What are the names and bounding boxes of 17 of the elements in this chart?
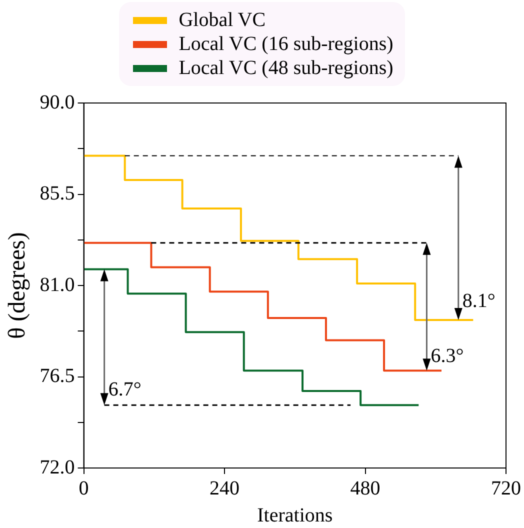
y-tick-label: 76.5	[40, 365, 75, 387]
x-tick-label: 0	[78, 477, 89, 500]
legend-label: Local VC (48 sub-regions)	[178, 56, 394, 80]
legend-label: Local VC (16 sub-regions)	[178, 32, 394, 56]
y-tick-label: 85.5	[40, 182, 75, 204]
annotation: 8.1°	[462, 290, 496, 312]
x-tick-label: 720	[491, 477, 521, 500]
annotation: 6.3°	[430, 344, 464, 367]
annotation: 6.7°	[108, 378, 142, 400]
y-axis-title: θ (degrees)	[4, 232, 31, 339]
y-tick-label: 90.0	[40, 91, 75, 114]
y-tick-label: 81.0	[40, 274, 75, 296]
x-tick-label: 240	[210, 477, 240, 500]
x-axis-title: Iterations	[257, 504, 333, 526]
y-tick-label: 72.0	[40, 456, 75, 478]
legend-label: Global VC	[178, 8, 266, 32]
x-tick-label: 480	[350, 477, 380, 500]
